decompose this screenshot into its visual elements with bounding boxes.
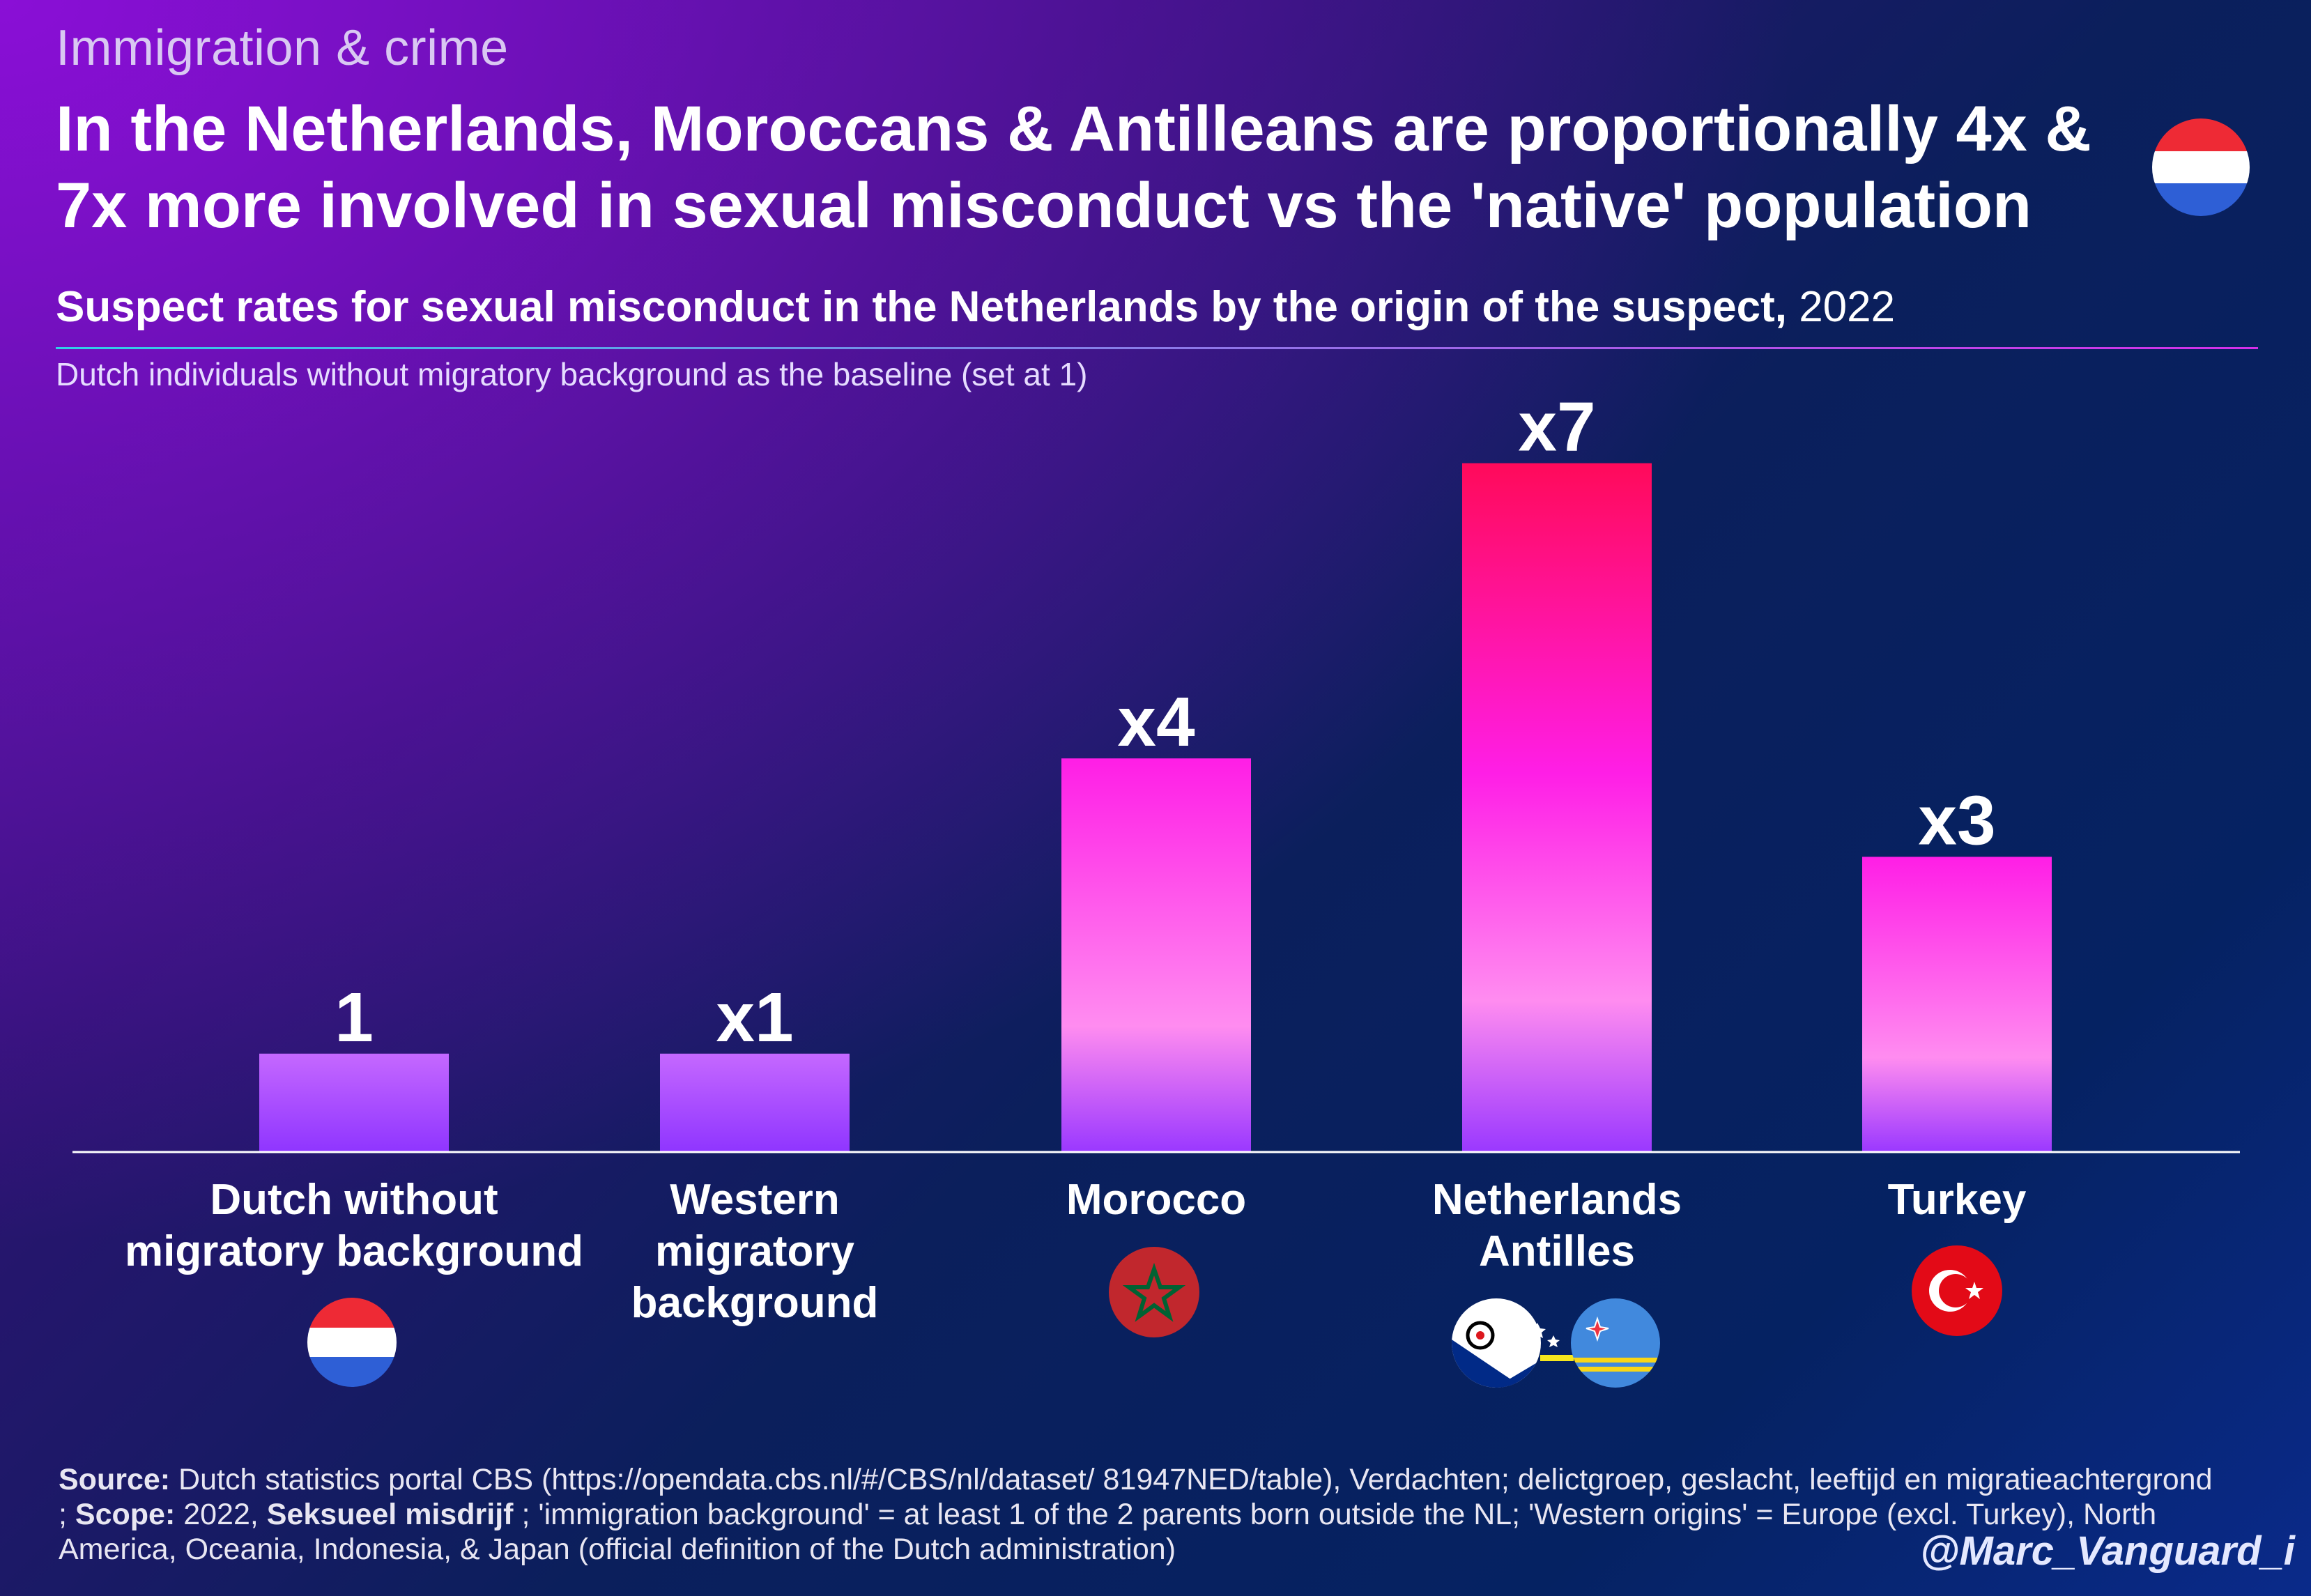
subtitle-year: 2022 bbox=[1799, 283, 1896, 331]
bonaire-aruba-flags-icon bbox=[1452, 1298, 1660, 1388]
data-label-1: 1 bbox=[335, 979, 374, 1057]
divider bbox=[56, 347, 2258, 349]
bar-4 bbox=[1462, 463, 1652, 1152]
data-label-3: x4 bbox=[1117, 683, 1195, 761]
category-label-2: Western migratory background bbox=[631, 1176, 879, 1327]
category-label-5: Turkey bbox=[1887, 1176, 2027, 1224]
netherlands-flag-icon bbox=[307, 1298, 397, 1387]
source-text: Dutch statistics portal CBS (https://ope… bbox=[59, 1463, 2213, 1531]
bar-3 bbox=[1061, 758, 1251, 1152]
headline: In the Netherlands, Moroccans & Antillea… bbox=[56, 93, 2091, 241]
source-note: Source: Dutch statistics portal CBS (htt… bbox=[59, 1462, 2219, 1567]
turkey-flag-icon bbox=[1912, 1245, 2002, 1336]
crime-label: Seksueel misdrijf bbox=[266, 1498, 514, 1531]
chart-subtitle: Suspect rates for sexual misconduct in t… bbox=[56, 282, 1895, 332]
author-handle: @Marc_Vanguard_i bbox=[1920, 1528, 2295, 1574]
baseline-note: Dutch individuals without migratory back… bbox=[56, 356, 1088, 392]
bar-chart: 1 x1 x4 x7 x3 bbox=[72, 388, 2240, 1153]
morocco-flag-icon bbox=[1109, 1247, 1199, 1337]
data-label-5: x3 bbox=[1918, 781, 1995, 859]
source-label: Source: bbox=[59, 1463, 171, 1496]
scope-text: 2022, bbox=[175, 1498, 267, 1531]
definition-text: ; 'immigration background' = at least 1 … bbox=[59, 1498, 2157, 1566]
category-label-1: Dutch without migratory background bbox=[125, 1176, 583, 1275]
kicker-label: Immigration & crime bbox=[56, 20, 509, 76]
category-label-3: Morocco bbox=[1066, 1176, 1247, 1224]
category-label-4: Netherlands Antilles bbox=[1431, 1176, 1682, 1275]
bar-1 bbox=[259, 1053, 449, 1152]
netherlands-flag-icon bbox=[2152, 118, 2250, 216]
bar-5 bbox=[1862, 857, 2052, 1152]
data-label-2: x1 bbox=[716, 979, 793, 1057]
subtitle-main: Suspect rates for sexual misconduct in t… bbox=[56, 283, 1787, 331]
scope-label: Scope: bbox=[75, 1498, 176, 1531]
bar-2 bbox=[660, 1053, 850, 1152]
data-label-4: x7 bbox=[1518, 388, 1595, 466]
